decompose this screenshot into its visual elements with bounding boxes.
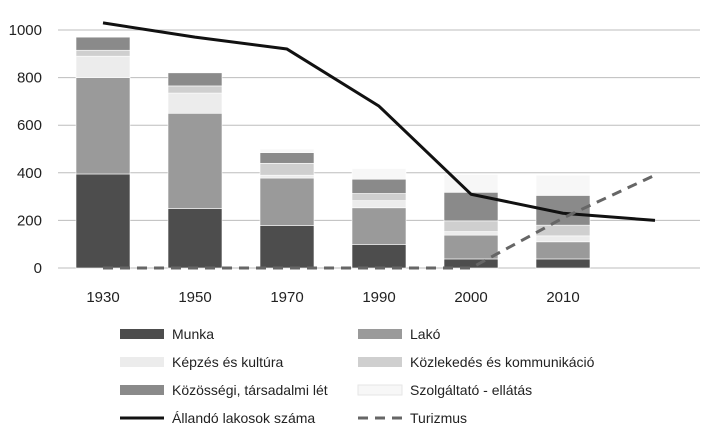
bar-segment [535,174,591,196]
legend-swatch [120,385,164,395]
bar-segment [443,231,499,236]
legend: Munka Lakó Képzés és kultúra Közlekedés és … [120,326,595,426]
x-tick-label: 2010 [546,289,579,306]
bar-segment [75,55,131,78]
bar-segment [259,152,315,164]
bar-segment [351,200,407,209]
legend-swatch [358,329,402,339]
y-tick-label: 1000 [9,22,42,39]
legend-label: Közösségi, társadalmi lét [172,382,328,398]
bar-segment [75,36,131,51]
x-tick-label: 1990 [362,289,395,306]
bar-segment [75,77,131,175]
y-tick-label: 600 [17,117,42,134]
legend-swatch [357,384,403,396]
bar-segment [535,235,591,243]
legend-label: Képzés és kultúra [172,354,283,370]
legend-swatch [120,357,164,367]
bar-segment [351,178,407,194]
bar-segment [535,241,591,260]
legend-label: Lakó [410,326,441,342]
bar-stacks [75,36,591,269]
series-line [103,173,656,270]
legend-label: Állandó lakosok száma [172,410,315,426]
bar-segment [167,208,223,269]
x-tick-label: 2000 [454,289,487,306]
legend-label: Munka [172,326,214,342]
series-line [102,21,656,222]
y-tick-label: 200 [17,212,42,229]
bar-segment [167,85,223,94]
x-tick-label: 1930 [86,289,119,306]
bar-segment [259,225,315,269]
bar-segment [351,193,407,201]
bar-segment [167,72,223,87]
bar-segment [443,234,499,260]
legend-label: Turizmus [410,410,467,426]
series-lines [102,21,656,270]
bar-segment [351,244,407,269]
bar-segment [167,92,223,114]
x-axis-tick-labels: 1930 1950 1970 1990 2000 2010 [86,289,579,306]
legend-label: Közlekedés és kommunikáció [410,354,595,370]
bar-segment [535,195,591,226]
legend-swatch [120,329,164,339]
y-tick-label: 400 [17,165,42,182]
y-axis-tick-labels: 0 200 400 600 800 1000 [9,22,42,277]
y-tick-label: 0 [34,260,42,277]
legend-swatch [358,357,402,367]
x-tick-label: 1950 [178,289,211,306]
bar-segment [443,220,499,232]
bar-segment [535,258,591,269]
bar-segment [75,49,131,57]
legend-label: Szolgáltató - ellátás [410,382,532,398]
bar-segment [351,168,407,180]
bar-segment [259,162,315,176]
bar-segment [259,174,315,179]
bar-segment [351,207,407,245]
bar-segment [259,148,315,153]
bar-segment [167,113,223,209]
bar-segment [259,177,315,226]
x-tick-label: 1970 [270,289,303,306]
y-tick-label: 800 [17,70,42,87]
bar-segment [75,173,131,269]
